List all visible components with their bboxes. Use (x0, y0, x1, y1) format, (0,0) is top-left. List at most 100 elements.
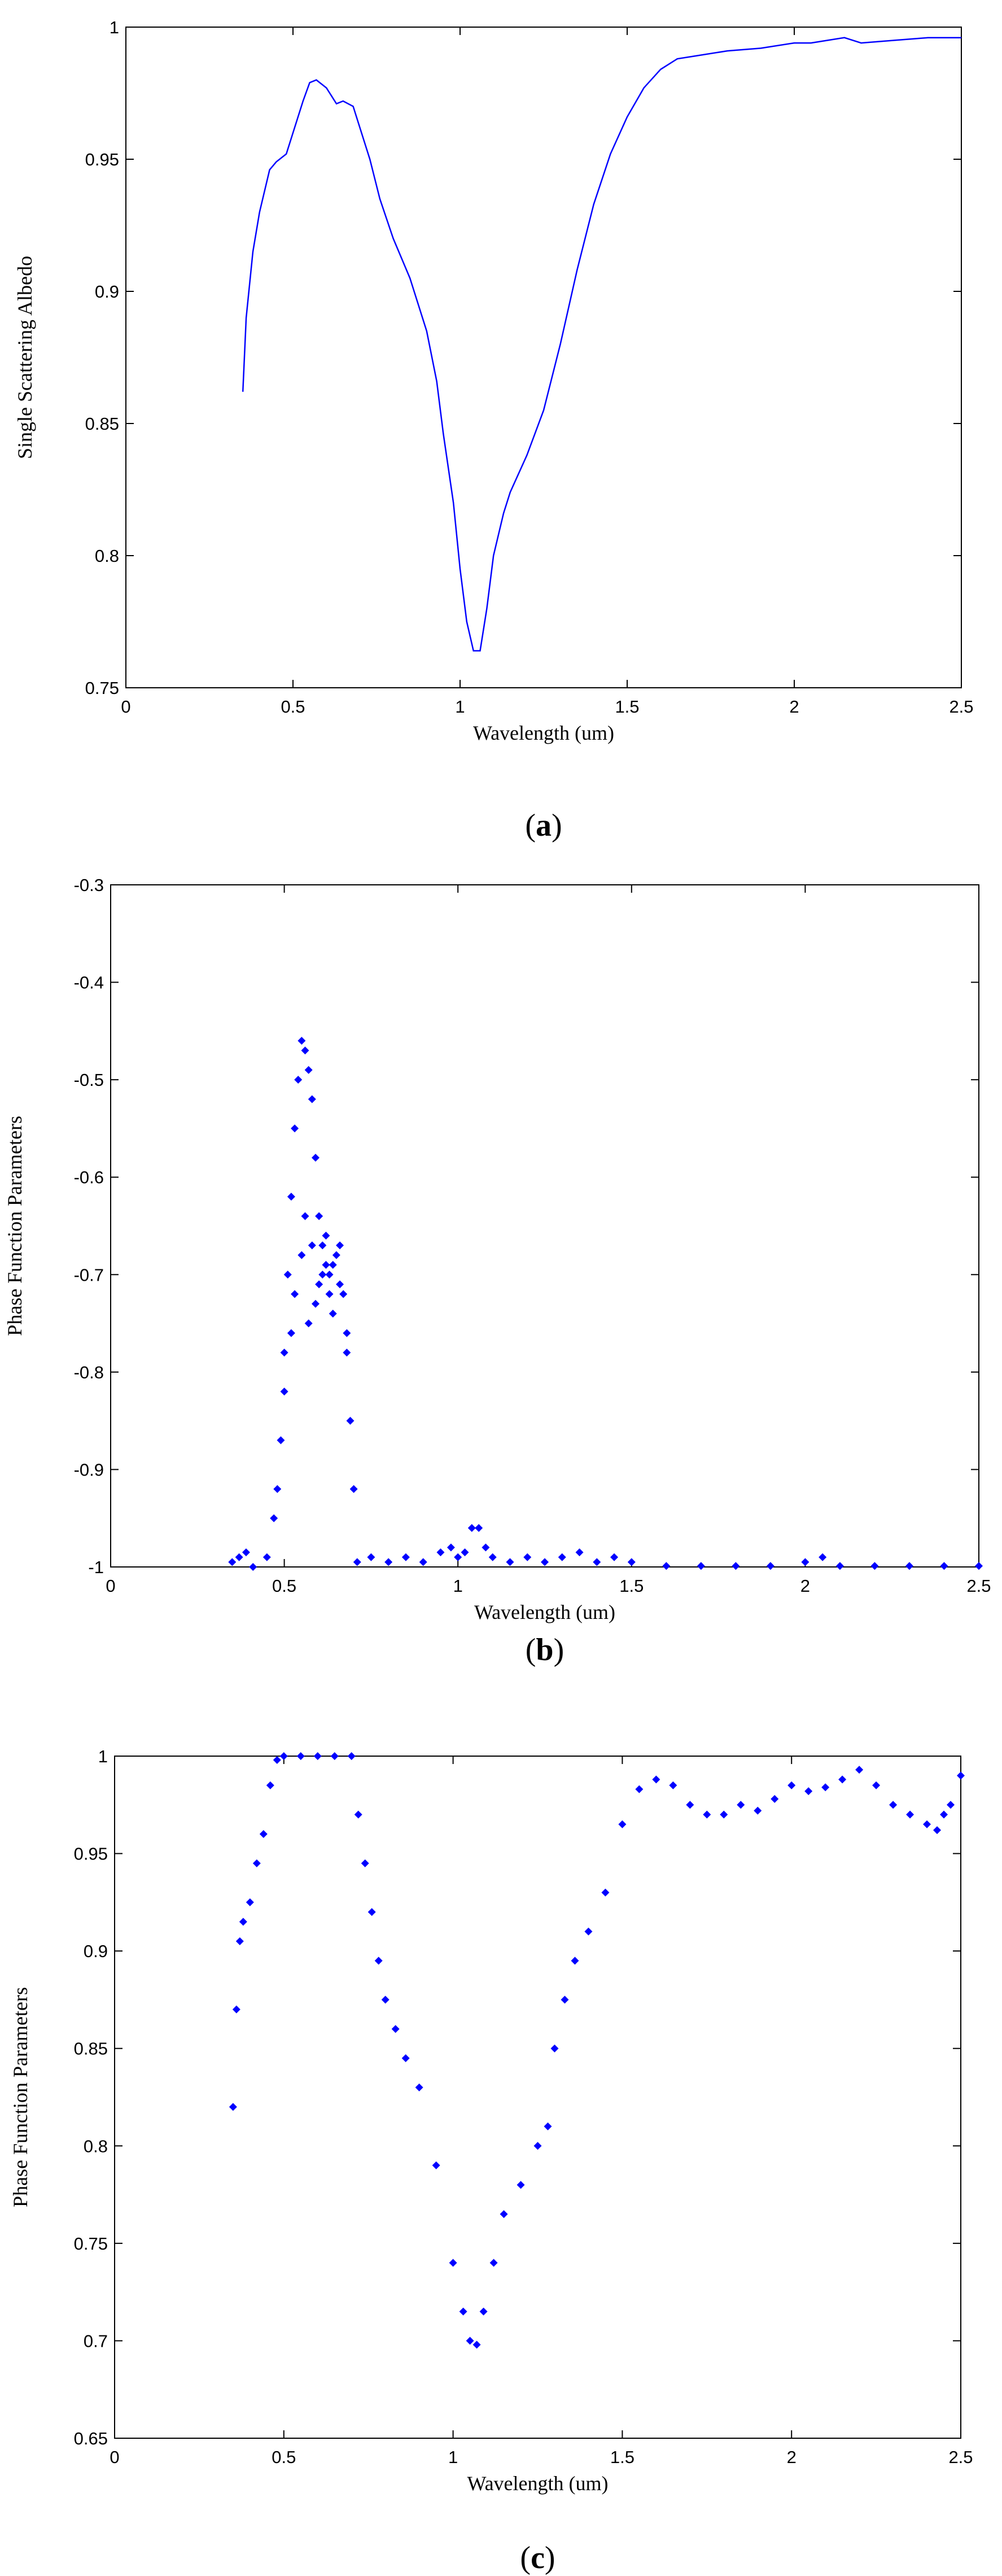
data-point (287, 1329, 295, 1337)
data-point (325, 1290, 334, 1298)
data-point (558, 1553, 566, 1561)
data-point (242, 1548, 250, 1557)
x-tick-label: 2 (800, 1576, 810, 1596)
data-point (855, 1766, 864, 1774)
data-point (304, 1066, 313, 1074)
data-point (467, 1523, 476, 1532)
x-tick-label: 1 (453, 1576, 463, 1596)
data-point (318, 1270, 327, 1279)
data-point (506, 1558, 514, 1566)
x-tick-label: 2.5 (948, 2447, 973, 2467)
data-point (311, 1154, 320, 1162)
data-point (354, 1810, 362, 1819)
data-point (436, 1548, 445, 1557)
data-point (635, 1785, 644, 1793)
data-point (277, 1436, 285, 1444)
data-point (239, 1918, 247, 1926)
data-point (283, 1270, 292, 1279)
data-point (315, 1212, 323, 1220)
series-line (242, 37, 961, 652)
data-point (801, 1558, 810, 1566)
x-axis-label: Wavelength (um) (467, 2472, 608, 2495)
data-point (262, 1553, 271, 1561)
x-tick-label: 0.5 (272, 1576, 296, 1596)
y-tick-label: 1 (110, 18, 119, 37)
data-point (330, 1752, 339, 1760)
data-point (544, 2122, 552, 2130)
data-point (361, 1859, 369, 1867)
y-tick-label: -0.9 (74, 1460, 104, 1479)
x-tick-label: 2.5 (966, 1576, 991, 1596)
data-point (415, 2083, 423, 2092)
data-point (905, 1562, 913, 1570)
y-tick-label: 0.9 (84, 1941, 108, 1961)
data-point (601, 1888, 610, 1897)
data-point (447, 1543, 455, 1552)
y-tick-label: 0.85 (74, 2039, 108, 2059)
data-point (259, 1830, 268, 1839)
data-point (737, 1801, 745, 1809)
x-tick-label: 1 (448, 2447, 458, 2467)
x-tick-label: 2.5 (949, 697, 973, 717)
data-point (821, 1783, 830, 1792)
data-point (252, 1859, 261, 1867)
data-point (419, 1558, 427, 1566)
y-tick-label: -0.7 (74, 1265, 104, 1285)
y-tick-label: 0.7 (84, 2331, 108, 2351)
data-point (336, 1280, 344, 1289)
data-point (933, 1826, 942, 1835)
data-point (249, 1563, 257, 1571)
data-point (270, 1514, 278, 1522)
data-point (804, 1787, 813, 1796)
y-tick-label: 0.9 (95, 282, 119, 302)
y-tick-label: -0.4 (74, 973, 104, 993)
data-point (489, 2259, 498, 2267)
data-point (533, 2142, 542, 2150)
data-point (384, 1558, 393, 1566)
y-tick-label: 0.85 (85, 414, 119, 434)
data-point (297, 1037, 306, 1045)
data-point (235, 1937, 244, 1945)
data-point (287, 1193, 295, 1201)
x-tick-label: 0 (106, 1576, 115, 1596)
y-axis-label: Phase Function Parameters (3, 1116, 26, 1336)
data-point (571, 1957, 579, 1965)
data-point (294, 1076, 303, 1084)
data-point (246, 1898, 254, 1906)
data-point (835, 1562, 844, 1570)
y-tick-label: 0.75 (74, 2234, 108, 2254)
data-point (339, 1290, 348, 1298)
panel-letter: a (536, 808, 552, 843)
data-point (311, 1300, 320, 1308)
y-tick-label: -0.6 (74, 1168, 104, 1187)
x-tick-label: 0.5 (281, 697, 305, 717)
data-point (291, 1290, 299, 1298)
data-point (472, 2341, 481, 2349)
y-axis-label: Single Scattering Albedo (14, 256, 36, 459)
data-point (662, 1562, 671, 1570)
x-tick-label: 2 (789, 697, 799, 717)
data-point (266, 1781, 274, 1789)
data-point (838, 1775, 847, 1784)
data-point (771, 1795, 779, 1803)
data-point (819, 1553, 827, 1561)
data-point (304, 1319, 313, 1328)
data-point (346, 1417, 355, 1425)
chart-panel-c: 0 0.5 1 1.5 2 2.5 0.65 0.7 0.75 0.8 0.85 0.9 0.95 1 Wa… (9, 1747, 973, 2575)
data-point (940, 1810, 948, 1819)
data-point (906, 1810, 915, 1819)
x-tick-label: 1.5 (615, 697, 639, 717)
data-point (627, 1558, 636, 1566)
data-point (273, 1485, 282, 1493)
data-point (479, 2307, 488, 2316)
data-point (669, 1781, 677, 1789)
data-point (550, 2044, 559, 2053)
x-tick-label: 0 (110, 2447, 119, 2467)
data-point (541, 1558, 549, 1566)
data-point (561, 1996, 569, 2004)
data-point (947, 1801, 955, 1809)
data-point (391, 2025, 400, 2033)
chart-panel-b: 0 0.5 1 1.5 2 2.5 -1 -0.9 -0.8 -0.7 -0.6 -0.5 -0.4 -0… (3, 875, 991, 1667)
data-point (889, 1801, 898, 1809)
y-tick-label: 0.65 (74, 2429, 108, 2448)
